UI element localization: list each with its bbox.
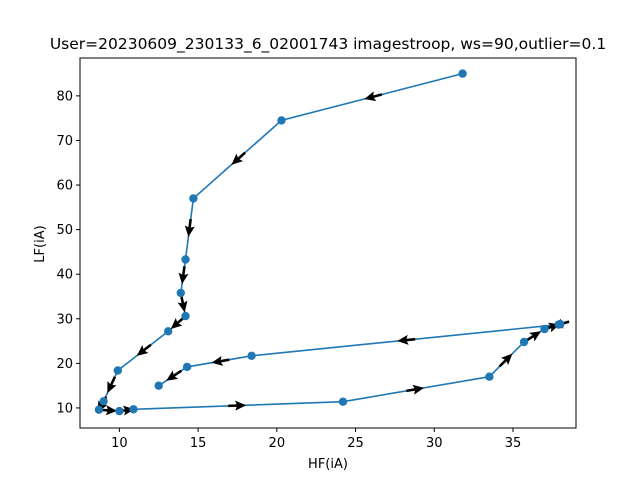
arrow-head <box>412 384 425 395</box>
data-point <box>182 362 192 372</box>
data-point <box>277 116 286 125</box>
data-point <box>176 288 185 298</box>
data-point <box>485 372 494 381</box>
arrow-head <box>231 153 244 165</box>
arrow-head <box>501 353 513 365</box>
arrow-head <box>529 331 542 342</box>
arrow-head <box>105 405 118 416</box>
data-point <box>129 405 138 414</box>
x-tick-label: 25 <box>347 436 364 451</box>
x-tick-label: 20 <box>269 436 286 451</box>
arrow-head <box>166 370 179 381</box>
direction-arrow <box>498 353 513 368</box>
direction-arrow <box>231 151 246 165</box>
x-tick-label: 30 <box>426 436 443 451</box>
arrow-head <box>364 91 377 102</box>
arrow-head <box>107 381 117 394</box>
data-point <box>94 405 104 414</box>
arrow-head <box>235 400 247 411</box>
x-tick-label: 10 <box>111 436 128 451</box>
x-tick-label: 15 <box>190 436 207 451</box>
y-tick-label: 20 <box>56 357 73 372</box>
data-point <box>554 320 563 329</box>
data-point <box>540 324 549 334</box>
arrow-head <box>397 334 409 345</box>
direction-arrow <box>406 384 425 395</box>
arrow-head <box>211 355 224 366</box>
arrow-head <box>177 300 188 313</box>
direction-arrow <box>397 334 416 345</box>
x-tick-label: 35 <box>505 436 522 451</box>
direction-arrow <box>364 91 383 102</box>
y-tick-label: 40 <box>56 268 73 283</box>
arrow-head <box>184 225 195 237</box>
data-point <box>164 327 173 336</box>
data-point <box>99 397 108 406</box>
x-axis-label: HF(iA) <box>308 457 348 472</box>
direction-arrow <box>136 343 152 356</box>
y-tick-label: 70 <box>56 134 73 149</box>
arrow-head <box>170 317 183 329</box>
chart-title: User=20230609_230133_6_02001743 imagestr… <box>50 35 606 54</box>
direction-arrow <box>211 355 230 366</box>
plot-area <box>79 57 577 429</box>
arrow-head <box>178 272 189 285</box>
direction-arrow <box>228 400 247 411</box>
data-point <box>154 381 163 390</box>
data-point <box>113 366 123 375</box>
data-point <box>247 351 256 360</box>
direction-arrow <box>107 376 117 394</box>
data-point <box>181 311 190 321</box>
y-tick-label: 10 <box>56 401 73 416</box>
direction-arrow <box>178 266 189 285</box>
data-point <box>338 397 348 406</box>
data-point <box>181 255 190 264</box>
arrow-head <box>136 345 149 356</box>
data-point <box>189 194 198 203</box>
data-point <box>458 69 467 78</box>
y-axis-label: LF(iA) <box>33 225 48 262</box>
direction-arrow <box>166 369 182 381</box>
arrow-head <box>122 405 135 416</box>
y-tick-label: 60 <box>56 179 73 194</box>
y-tick-label: 50 <box>56 223 73 238</box>
direction-arrow <box>184 218 195 237</box>
y-tick-label: 30 <box>56 312 73 327</box>
data-point <box>519 337 529 347</box>
y-tick-label: 80 <box>56 89 73 104</box>
axis-ticks: 10 15 20 25 30 35 10 20 30 40 50 60 70 80 <box>56 89 521 451</box>
axes-frame <box>79 57 577 429</box>
data-point <box>115 406 124 416</box>
